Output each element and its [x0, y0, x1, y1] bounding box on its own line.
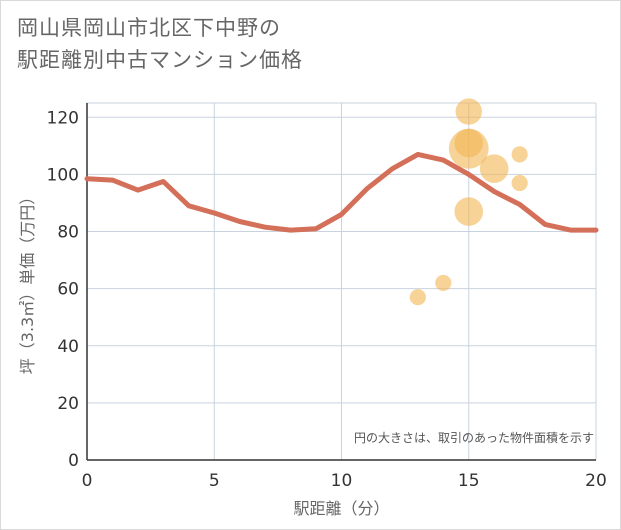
chart-title-line2: 駅距離別中古マンション価格: [17, 48, 303, 72]
y-tick-label: 0: [68, 451, 79, 471]
transaction-bubble: [511, 174, 528, 192]
chart-title-line1: 岡山県岡山市北区下中野の: [17, 16, 281, 40]
y-tick-labels: 0 20 40 60 80 100 120: [47, 108, 79, 471]
price-line-series: [84, 151, 599, 233]
x-tick-label: 20: [585, 471, 607, 491]
y-tick-label: 100: [47, 165, 79, 185]
x-tick-label: 0: [82, 471, 93, 491]
y-axis-title: 坪（3.3㎡）単価（万円）: [18, 189, 37, 374]
chart-title: 岡山県岡山市北区下中野の 駅距離別中古マンション価格: [17, 12, 303, 76]
y-tick-label: 80: [57, 223, 79, 243]
transaction-bubble: [479, 154, 509, 183]
x-tick-label: 15: [458, 471, 480, 491]
x-tick-label: 5: [209, 471, 220, 491]
bubble-size-note: 円の大きさは、取引のあった物件面積を示す: [354, 430, 594, 445]
transaction-bubble: [435, 274, 452, 292]
x-tick-label: 10: [331, 471, 353, 491]
y-tick-label: 20: [57, 394, 79, 414]
transaction-bubble: [409, 289, 426, 306]
y-tick-label: 60: [57, 280, 79, 300]
y-tick-label: 40: [57, 337, 79, 357]
transaction-bubble: [454, 128, 484, 158]
transaction-bubble: [454, 197, 484, 226]
price-line: [84, 151, 599, 233]
plot-area: [86, 102, 597, 461]
transaction-bubble: [511, 146, 528, 163]
y-tick-label: 120: [47, 108, 79, 128]
x-axis-title: 駅距離（分）: [293, 499, 389, 518]
transaction-bubble: [455, 98, 482, 125]
transaction-bubbles: [409, 98, 528, 306]
x-tick-labels: 0 5 10 15 20: [82, 471, 607, 491]
